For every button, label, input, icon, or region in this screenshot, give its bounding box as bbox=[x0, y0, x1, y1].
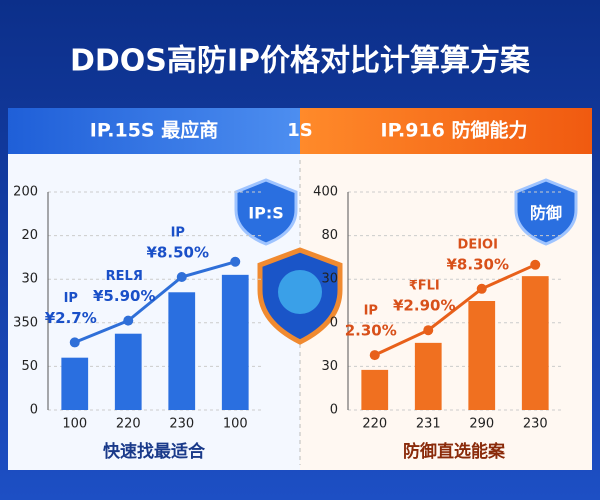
y-tick-label: 80 bbox=[321, 228, 338, 243]
trend-point bbox=[476, 283, 487, 294]
badge-text: 防御 bbox=[530, 204, 562, 223]
trend-point bbox=[423, 325, 434, 336]
bar bbox=[168, 292, 196, 410]
annotation: 2.30% bbox=[345, 322, 397, 340]
panel-header: IP.916 防御能力 bbox=[381, 119, 528, 142]
trend-point bbox=[69, 337, 80, 348]
bar bbox=[361, 369, 389, 410]
trend-line bbox=[74, 260, 236, 344]
annotation: ¥8.50% bbox=[147, 244, 209, 262]
bar bbox=[61, 357, 89, 410]
trend-point bbox=[230, 256, 241, 267]
x-tick-label: 100 bbox=[223, 417, 248, 432]
y-tick-label: 400 bbox=[313, 185, 338, 200]
y-tick-label: 30 bbox=[321, 359, 338, 374]
x-tick-label: 220 bbox=[362, 417, 387, 432]
y-tick-label: 30 bbox=[21, 272, 38, 287]
annotation: ¥8.30% bbox=[447, 255, 509, 273]
trend-line bbox=[374, 263, 536, 357]
x-tick-label: 230 bbox=[169, 417, 194, 432]
trend-point bbox=[530, 259, 541, 270]
annotation: ¥5.90% bbox=[93, 287, 155, 305]
y-tick-label: 200 bbox=[13, 185, 38, 200]
trend-point bbox=[176, 272, 187, 283]
panel-subtitle: 快速找最适合 bbox=[103, 441, 206, 462]
title: DDOS高防IP价格对比计算算方案 bbox=[70, 44, 531, 79]
globe bbox=[278, 270, 322, 314]
x-tick-label: 231 bbox=[416, 417, 441, 432]
badge-shield bbox=[234, 178, 298, 246]
y-tick-label: 0 bbox=[330, 403, 338, 418]
badge-text: IP:S bbox=[248, 204, 284, 223]
annotation: IP bbox=[364, 304, 378, 319]
trend-point bbox=[369, 350, 380, 361]
divider-text: 1S bbox=[287, 120, 313, 141]
left-header bbox=[8, 108, 300, 154]
panel-header: IP.15S 最应商 bbox=[90, 119, 218, 142]
annotation: ¥2.7% bbox=[45, 309, 97, 327]
y-tick-label: 0 bbox=[30, 403, 38, 418]
y-tick-label: 0 bbox=[330, 315, 338, 330]
annotation: IP bbox=[171, 226, 185, 241]
x-tick-label: 290 bbox=[469, 417, 494, 432]
right-header bbox=[300, 108, 592, 154]
bar bbox=[521, 276, 549, 410]
annotation: IP bbox=[64, 291, 78, 306]
y-tick-label: 350 bbox=[13, 315, 38, 330]
annotation: DEIOI bbox=[458, 237, 498, 252]
badge-shield bbox=[514, 178, 578, 246]
annotation: RELЯ bbox=[106, 269, 143, 284]
y-tick-label: 50 bbox=[21, 359, 38, 374]
annotation: ¥2.90% bbox=[393, 297, 455, 315]
y-tick-label: 20 bbox=[21, 228, 38, 243]
bar bbox=[414, 342, 442, 410]
panel-subtitle: 防御直选能案 bbox=[403, 441, 506, 462]
x-tick-label: 220 bbox=[116, 417, 141, 432]
bar bbox=[221, 274, 249, 410]
bar bbox=[114, 333, 142, 410]
annotation: ₹FLI bbox=[409, 279, 440, 294]
x-tick-label: 100 bbox=[62, 417, 87, 432]
bar bbox=[468, 301, 496, 410]
trend-point bbox=[123, 315, 134, 326]
y-tick-label: 30 bbox=[321, 272, 338, 287]
x-tick-label: 230 bbox=[523, 417, 548, 432]
